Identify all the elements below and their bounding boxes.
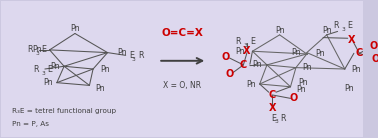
Text: C: C <box>240 60 247 70</box>
Text: 3: 3 <box>35 51 39 56</box>
Text: Pn: Pn <box>351 64 361 74</box>
Text: R: R <box>235 37 240 46</box>
Text: 3: 3 <box>341 27 345 32</box>
Text: C: C <box>356 48 363 58</box>
Text: 3: 3 <box>132 57 135 62</box>
Text: Pn: Pn <box>275 26 284 35</box>
Text: 3: 3 <box>41 71 45 76</box>
Text: R₃E = tetrel functional group: R₃E = tetrel functional group <box>12 108 116 114</box>
Text: Pn = P, As: Pn = P, As <box>12 121 48 127</box>
Text: Pn: Pn <box>246 79 256 89</box>
Text: R: R <box>280 114 286 123</box>
Text: Pn: Pn <box>32 45 42 54</box>
Text: Pn: Pn <box>252 60 262 69</box>
Text: R: R <box>138 51 144 60</box>
Text: R: R <box>333 22 338 30</box>
Text: O: O <box>226 69 234 79</box>
Text: X: X <box>348 35 355 45</box>
Text: 3: 3 <box>274 119 278 124</box>
Text: E: E <box>251 37 256 46</box>
Text: Pn: Pn <box>345 84 354 93</box>
Text: R: R <box>27 45 33 54</box>
Text: R: R <box>33 64 39 74</box>
Text: E: E <box>47 64 53 74</box>
Text: Pn: Pn <box>235 47 245 56</box>
Text: Pn: Pn <box>96 84 105 93</box>
Text: Pn: Pn <box>70 24 80 33</box>
Text: Pn: Pn <box>303 63 312 72</box>
Text: Pn: Pn <box>117 48 127 57</box>
Text: O: O <box>290 93 298 103</box>
Text: X = O, NR: X = O, NR <box>163 81 201 90</box>
Text: O: O <box>370 41 378 51</box>
Text: E: E <box>348 22 353 30</box>
Text: Pn: Pn <box>50 62 60 71</box>
Text: Pn: Pn <box>291 48 301 57</box>
Text: X: X <box>243 46 251 56</box>
Text: Pn: Pn <box>322 26 332 35</box>
Text: X: X <box>269 103 276 113</box>
Text: C: C <box>269 90 276 100</box>
Text: O=C=X: O=C=X <box>162 28 203 39</box>
FancyBboxPatch shape <box>0 0 370 138</box>
Text: Pn: Pn <box>298 78 308 87</box>
Text: E: E <box>129 51 134 60</box>
Text: Pn: Pn <box>316 49 325 59</box>
Text: 3: 3 <box>243 43 247 48</box>
Text: O: O <box>222 52 230 62</box>
Text: Pn: Pn <box>43 78 53 87</box>
Text: E: E <box>41 45 46 54</box>
Text: Pn: Pn <box>296 85 306 94</box>
Text: Pn: Pn <box>100 64 110 74</box>
Text: E: E <box>272 114 277 123</box>
Text: O: O <box>372 54 378 64</box>
